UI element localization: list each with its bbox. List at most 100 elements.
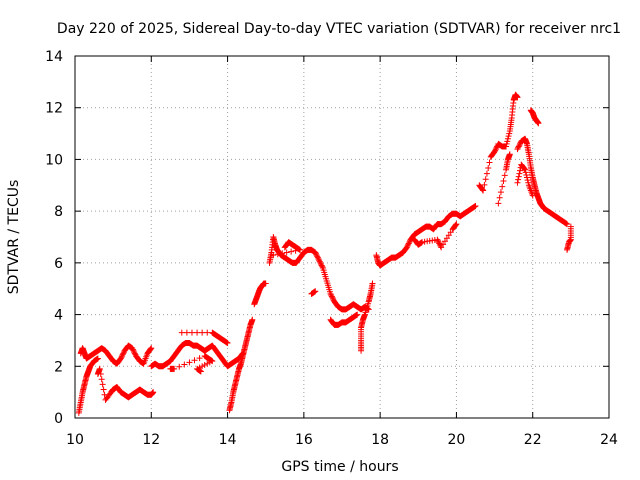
data-point (150, 389, 157, 396)
data-point (485, 165, 492, 172)
data-point (482, 176, 489, 183)
data-point (292, 247, 299, 254)
y-tick-label: 2 (54, 359, 63, 375)
data-point (493, 144, 500, 151)
data-point (118, 354, 125, 361)
data-point (516, 170, 523, 177)
y-tick-label: 4 (54, 308, 63, 324)
data-point (516, 142, 523, 149)
data-point (316, 258, 323, 265)
data-point (262, 280, 269, 287)
data-point (472, 202, 479, 209)
data-point (405, 240, 412, 247)
data-point (249, 316, 256, 323)
data-point (328, 292, 335, 299)
data-point (500, 177, 507, 184)
data-point (183, 329, 190, 336)
data-point (327, 290, 334, 297)
data-point (435, 239, 442, 246)
data-point (447, 229, 454, 236)
data-point (567, 223, 574, 230)
data-point (535, 120, 542, 127)
data-point (501, 172, 508, 179)
data-point (504, 138, 511, 145)
data-point (117, 355, 124, 362)
data-point (319, 263, 326, 270)
data-point (186, 359, 193, 366)
data-point (188, 329, 195, 336)
data-point (270, 252, 277, 259)
data-point (178, 329, 185, 336)
data-point (314, 253, 321, 260)
data-point (445, 232, 452, 239)
data-point (525, 179, 532, 186)
data-point (524, 177, 531, 184)
data-point (147, 346, 154, 353)
data-point (206, 359, 213, 366)
data-point (204, 360, 211, 367)
y-tick-label: 6 (54, 256, 63, 272)
data-point (318, 261, 325, 268)
data-point (317, 259, 324, 266)
data-point (514, 146, 521, 153)
x-tick-label: 14 (219, 432, 237, 448)
data-point (209, 358, 216, 365)
data-point (194, 329, 201, 336)
data-point (99, 381, 106, 388)
data-point (224, 340, 231, 347)
data-point (436, 240, 443, 247)
data-point (100, 386, 107, 393)
data-point (199, 329, 206, 336)
data-point (312, 250, 319, 257)
data-point (129, 345, 136, 352)
data-point (515, 143, 522, 150)
data-point (197, 368, 204, 375)
data-point (204, 329, 211, 336)
chart-title: Day 220 of 2025, Sidereal Day-to-day VTE… (57, 21, 621, 37)
data-point (404, 243, 411, 250)
data-point (283, 249, 290, 256)
data-point (515, 173, 522, 180)
data-point (199, 363, 206, 370)
data-point (176, 363, 183, 370)
data-point (312, 249, 319, 256)
x-tick-label: 24 (600, 432, 618, 448)
data-point (504, 135, 511, 142)
y-tick-label: 8 (54, 204, 63, 220)
data-point (517, 140, 523, 147)
x-axis-label: GPS time / hours (281, 459, 398, 475)
data-point (119, 351, 126, 358)
data-point (329, 294, 336, 301)
data-point (515, 144, 522, 151)
data-point (196, 355, 203, 362)
y-tick-label: 0 (54, 411, 63, 427)
data-point (330, 296, 337, 303)
data-point (181, 361, 188, 368)
data-point (315, 255, 322, 262)
data-point (497, 189, 504, 196)
data-point (148, 345, 155, 352)
data-point (130, 347, 137, 354)
data-point (506, 151, 513, 158)
data-point (312, 288, 319, 295)
data-point (406, 239, 413, 246)
data-point (191, 357, 198, 364)
data-point (288, 248, 295, 255)
data-point (492, 147, 499, 154)
x-tick-label: 10 (66, 432, 84, 448)
x-tick-label: 18 (371, 432, 389, 448)
data-point (499, 183, 506, 190)
data-points (75, 91, 574, 416)
data-point (506, 130, 513, 137)
data-point (316, 257, 323, 264)
data-point (434, 236, 441, 243)
data-point (297, 246, 304, 253)
data-point (483, 170, 490, 177)
data-point (503, 143, 510, 150)
data-point (480, 187, 487, 194)
data-point (97, 371, 104, 378)
data-point (495, 200, 502, 207)
y-tick-label: 12 (45, 101, 63, 117)
